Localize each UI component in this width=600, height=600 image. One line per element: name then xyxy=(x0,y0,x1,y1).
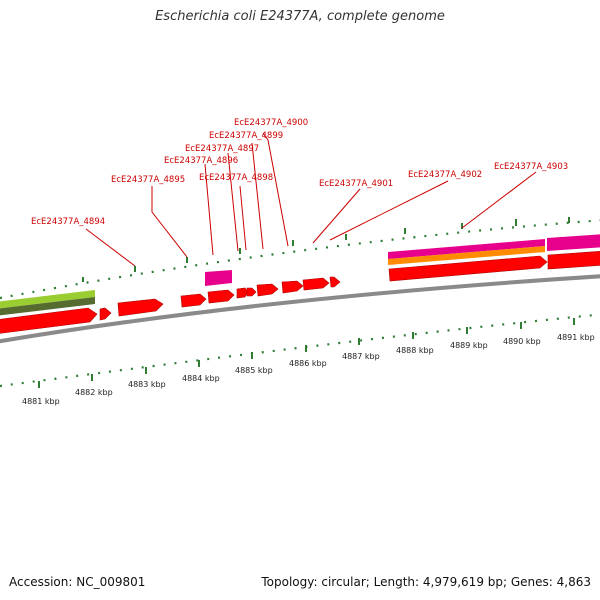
cds-4903[interactable] xyxy=(547,251,600,270)
cds-4894[interactable] xyxy=(180,293,207,308)
cds-left-1[interactable] xyxy=(0,307,98,334)
feature-orange[interactable] xyxy=(388,246,545,265)
scale-label-4891: 4891 kbp xyxy=(557,333,595,342)
cds-left-2[interactable] xyxy=(99,307,112,321)
gene-label-4897: EcE24377A_4897 xyxy=(185,144,259,154)
scale-label-4889: 4889 kbp xyxy=(450,341,488,350)
scale-label-4888: 4888 kbp xyxy=(396,346,434,355)
scale-label-4882: 4882 kbp xyxy=(75,388,113,397)
cds-4897[interactable] xyxy=(246,287,257,297)
feature-magenta-right-2[interactable] xyxy=(547,234,600,251)
gene-label-4896: EcE24377A_4896 xyxy=(164,156,238,166)
gene-label-4901: EcE24377A_4901 xyxy=(319,179,393,189)
inner-major-ticks xyxy=(38,318,575,388)
gene-label-4900: EcE24377A_4900 xyxy=(234,118,308,128)
gene-label-4894: EcE24377A_4894 xyxy=(31,217,105,227)
gene-label-4903: EcE24377A_4903 xyxy=(494,162,568,172)
scale-label-4884: 4884 kbp xyxy=(182,374,220,383)
label-leaders xyxy=(85,132,537,267)
gene-label-4898: EcE24377A_4898 xyxy=(199,173,273,183)
accession-text: Accession: NC_009801 xyxy=(9,575,146,589)
cds-4900[interactable] xyxy=(302,277,330,291)
cds-4899[interactable] xyxy=(281,280,304,294)
cds-left-3[interactable] xyxy=(117,298,164,317)
scale-label-4885: 4885 kbp xyxy=(235,366,273,375)
cds-4896[interactable] xyxy=(236,287,249,299)
map-title: Escherichia coli E24377A, complete genom… xyxy=(155,9,445,24)
cds-4902[interactable] xyxy=(388,255,548,282)
cds-4895[interactable] xyxy=(207,289,235,304)
genome-stats-text: Topology: circular; Length: 4,979,619 bp… xyxy=(261,575,591,589)
scale-label-4881: 4881 kbp xyxy=(22,397,60,406)
cds-4901[interactable] xyxy=(329,276,341,288)
backbone-arc xyxy=(0,274,600,344)
scale-label-4883: 4883 kbp xyxy=(128,380,166,389)
gene-label-4902: EcE24377A_4902 xyxy=(408,170,482,180)
gene-label-4899: EcE24377A_4899 xyxy=(209,131,283,141)
gene-labels: EcE24377A_4894 EcE24377A_4895 EcE24377A_… xyxy=(31,118,568,227)
scale-labels: 4881 kbp 4882 kbp 4883 kbp 4884 kbp 4885… xyxy=(22,333,595,406)
scale-label-4890: 4890 kbp xyxy=(503,337,541,346)
scale-label-4886: 4886 kbp xyxy=(289,359,327,368)
scale-label-4887: 4887 kbp xyxy=(342,352,380,361)
cds-4898[interactable] xyxy=(256,283,279,297)
feature-green[interactable] xyxy=(0,290,95,309)
feature-dark-green[interactable] xyxy=(0,297,95,316)
inner-tick-ring xyxy=(0,313,600,388)
feature-magenta-small[interactable] xyxy=(205,270,232,286)
gene-label-4895: EcE24377A_4895 xyxy=(111,175,185,185)
feature-magenta-right-1[interactable] xyxy=(388,239,545,259)
